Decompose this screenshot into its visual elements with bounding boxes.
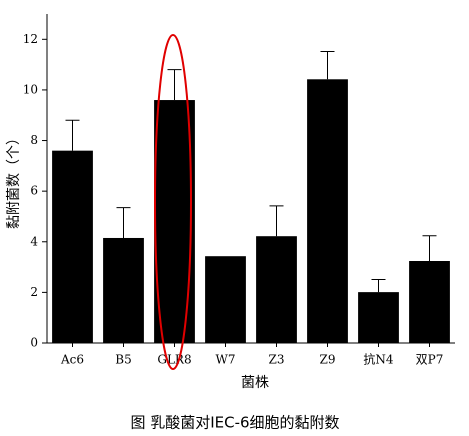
error-bar — [371, 278, 386, 293]
error-bar — [422, 235, 437, 262]
x-tick-label: 双P7 — [416, 353, 444, 367]
bar — [358, 292, 399, 343]
error-bar — [320, 50, 335, 80]
bar — [103, 237, 144, 343]
bar — [409, 261, 450, 343]
x-tick-label: W7 — [216, 353, 236, 367]
error-bar — [167, 69, 182, 101]
y-tick-label: 8 — [30, 133, 38, 147]
x-tick-label: 抗N4 — [363, 352, 394, 367]
x-axis-title: 菌株 — [241, 375, 269, 391]
x-tick-label: Z3 — [269, 353, 285, 367]
y-tick-label: 12 — [23, 32, 38, 46]
y-tick-label: 2 — [30, 285, 38, 299]
error-bar — [65, 119, 80, 151]
bar — [205, 256, 246, 343]
bar — [307, 79, 348, 343]
error-bar — [116, 207, 131, 238]
y-tick-label: 10 — [23, 82, 38, 96]
x-tick-label: GLR8 — [157, 353, 191, 367]
chart-title: 图 乳酸菌对IEC-6细胞的黏附数 — [130, 414, 339, 432]
x-tick-label: Z9 — [320, 353, 336, 367]
x-tick-label: B5 — [115, 353, 131, 367]
bar — [52, 150, 93, 343]
error-bar — [269, 205, 284, 237]
y-tick-label: 4 — [30, 234, 38, 248]
x-tick-label: Ac6 — [60, 353, 84, 367]
y-axis-title: 黏附菌数（个） — [6, 131, 22, 229]
y-tick-label: 0 — [30, 336, 38, 350]
bar — [256, 236, 297, 343]
bar — [154, 100, 195, 344]
y-tick-label: 6 — [30, 184, 38, 198]
